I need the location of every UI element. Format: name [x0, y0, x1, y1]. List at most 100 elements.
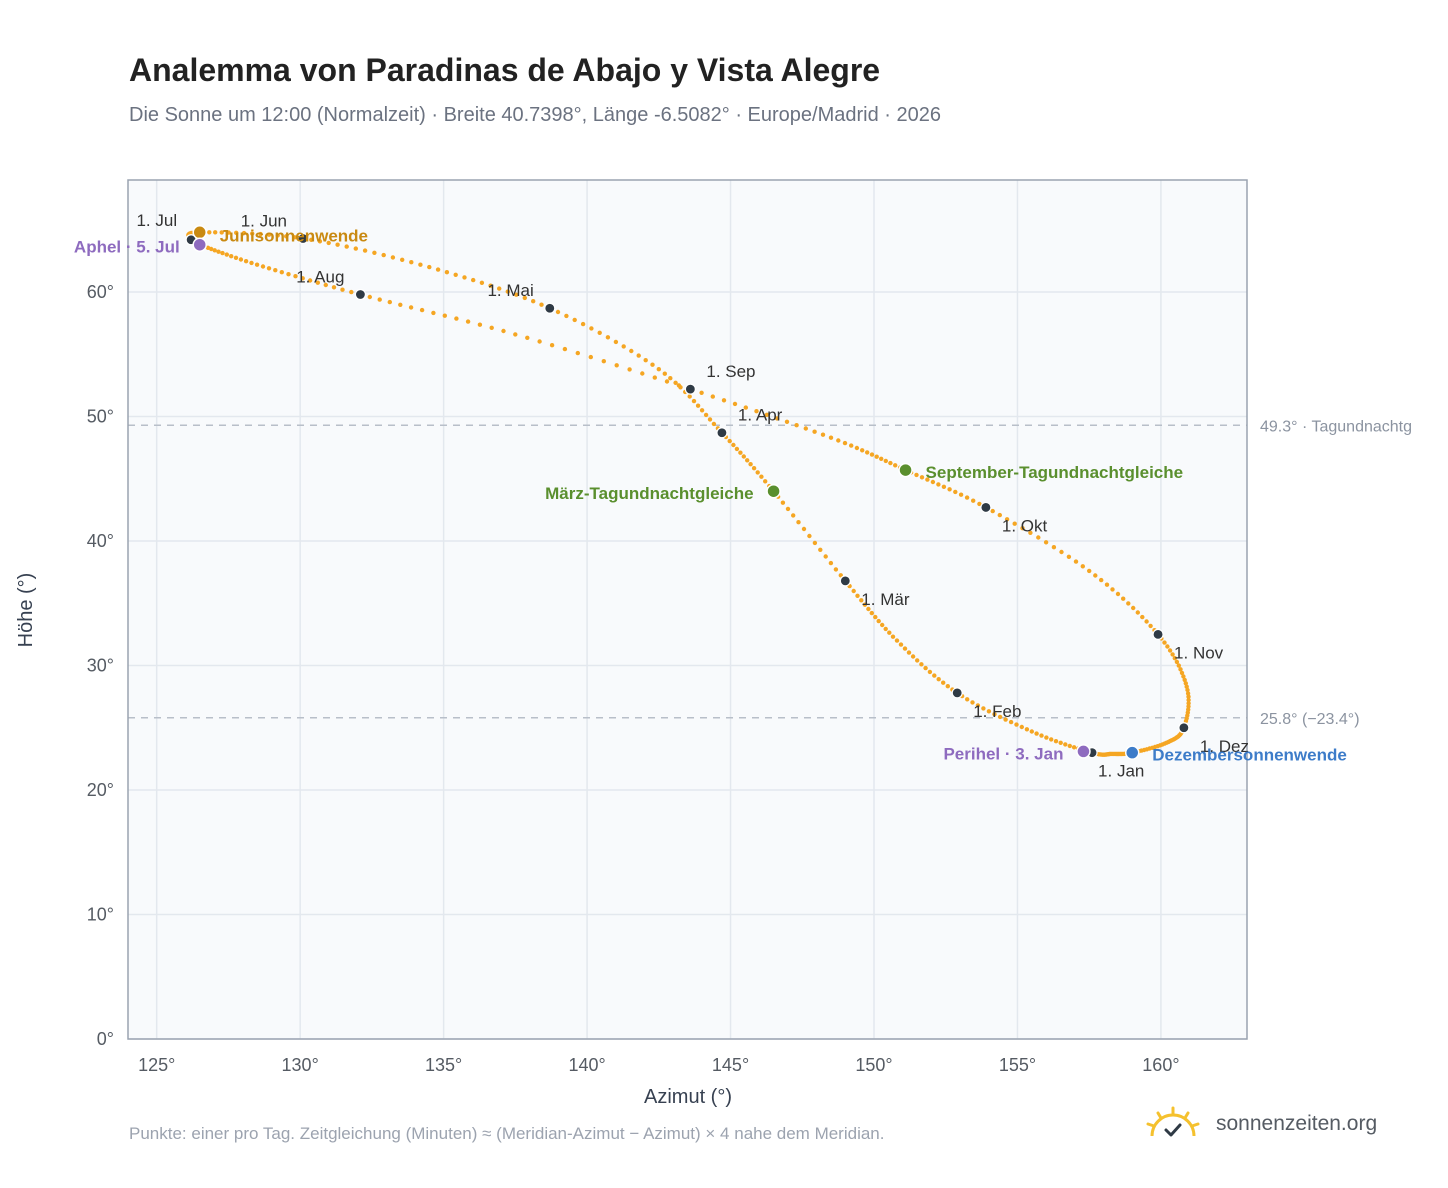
day-point	[1126, 601, 1131, 606]
day-point	[888, 460, 893, 466]
y-axis-ticks: 0° 10° 20° 30° 40° 50° 60°	[87, 282, 114, 1049]
day-point	[317, 239, 323, 244]
day-point	[910, 654, 916, 659]
day-point	[906, 650, 912, 655]
day-point	[803, 426, 808, 431]
event-label: Aphel · 5. Jul	[74, 238, 180, 257]
day-point	[601, 359, 606, 364]
y-tick-label: 10°	[87, 905, 114, 925]
month-marker	[544, 302, 556, 314]
day-point	[1049, 737, 1054, 742]
day-point	[229, 254, 234, 259]
day-point	[869, 452, 875, 457]
reference-lines: 49.3° · Tagundnachtg 25.8° (−23.4°)	[128, 418, 1412, 728]
day-point	[1178, 667, 1183, 672]
day-point	[990, 508, 995, 514]
day-point	[992, 712, 997, 717]
day-point	[919, 475, 925, 480]
day-point	[862, 602, 868, 607]
event-marker	[1124, 745, 1140, 760]
day-point	[876, 618, 881, 624]
day-point	[880, 622, 885, 628]
day-point	[755, 470, 760, 475]
day-point	[1131, 605, 1136, 611]
month-marker	[716, 427, 728, 439]
day-point	[575, 350, 580, 356]
day-point	[309, 237, 314, 242]
plot-area	[128, 180, 1247, 1039]
event-markers: Junisonnenwende Aphel · 5. Jul März-Tagund…	[74, 225, 1347, 765]
day-point	[250, 231, 255, 236]
day-point	[1053, 739, 1059, 744]
day-point	[489, 325, 494, 330]
x-tick-label: 135°	[425, 1055, 462, 1075]
day-point	[941, 680, 946, 685]
day-point	[923, 665, 928, 671]
day-point	[751, 466, 757, 471]
day-point	[258, 231, 263, 237]
x-tick-label: 125°	[138, 1055, 175, 1075]
day-point	[1071, 745, 1077, 750]
y-tick-label: 30°	[87, 656, 114, 676]
day-point	[427, 264, 432, 270]
day-point	[219, 230, 224, 235]
day-point	[1104, 582, 1110, 587]
day-point	[431, 310, 436, 316]
day-point	[260, 264, 266, 269]
day-point	[1039, 733, 1044, 738]
event-label: Perihel · 3. Jan	[943, 744, 1063, 763]
day-point	[241, 230, 247, 236]
day-point	[1186, 694, 1191, 699]
month-markers: 1. Jan 1. Feb 1. Mär 1. Apr 1. Mai 1. Jun 1. J…	[136, 211, 1249, 781]
day-point	[249, 260, 254, 266]
y-tick-label: 0°	[97, 1029, 114, 1049]
month-label: 1. Aug	[296, 268, 344, 287]
event-label: September-Tagundnachtgleiche	[926, 463, 1184, 482]
day-point	[344, 244, 349, 249]
day-point	[1110, 587, 1115, 592]
day-point	[1004, 517, 1010, 522]
day-point	[673, 380, 678, 385]
day-point	[965, 697, 970, 702]
day-point	[501, 328, 506, 334]
day-point	[699, 390, 704, 395]
day-point	[997, 714, 1003, 720]
day-point	[763, 479, 768, 484]
day-point	[865, 450, 870, 455]
day-point	[234, 230, 239, 235]
day-point	[890, 634, 896, 639]
day-point	[1058, 740, 1063, 745]
day-point	[791, 513, 796, 518]
month-label: 1. Mai	[487, 281, 533, 300]
day-point	[627, 367, 632, 372]
day-point	[597, 330, 602, 335]
brand[interactable]: sonnenzeiten.org	[1146, 1104, 1377, 1144]
plot-frame	[127, 179, 1248, 1040]
day-point	[1029, 729, 1035, 734]
day-point	[1186, 704, 1191, 709]
month-marker	[839, 575, 851, 587]
day-point	[209, 246, 214, 252]
day-point	[759, 474, 764, 479]
day-point	[687, 394, 692, 399]
x-axis-ticks: 125° 130° 135° 140° 145° 150° 155° 160°	[138, 1055, 1179, 1075]
day-point	[1059, 549, 1064, 555]
day-point	[453, 272, 458, 277]
day-point	[398, 302, 403, 307]
day-point	[331, 285, 337, 290]
day-point	[284, 234, 289, 239]
day-point	[640, 371, 645, 376]
day-point	[1167, 648, 1173, 653]
day-point	[774, 416, 780, 421]
day-point	[1121, 596, 1126, 601]
day-point	[741, 454, 746, 459]
day-point	[562, 346, 568, 352]
y-tick-label: 40°	[87, 531, 114, 551]
day-point	[691, 398, 697, 404]
event-marker	[898, 462, 913, 478]
event-label: März-Tagundnachtgleiche	[545, 484, 753, 503]
day-point	[1185, 691, 1191, 696]
day-point	[372, 250, 377, 255]
month-label: 1. Jun	[241, 212, 287, 231]
